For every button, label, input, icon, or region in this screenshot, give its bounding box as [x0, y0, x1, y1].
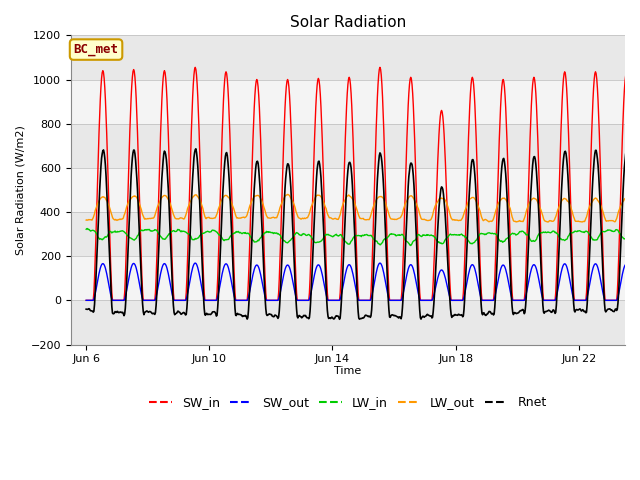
Y-axis label: Solar Radiation (W/m2): Solar Radiation (W/m2) [15, 125, 25, 255]
Rnet [213, 312, 221, 318]
SW_out [284, 263, 292, 268]
Bar [71, 300, 625, 345]
Line: LW_in: LW_in [86, 228, 640, 246]
Line: SW_out: SW_out [86, 263, 640, 300]
SW_in [191, 64, 199, 70]
Line: Rnet: Rnet [86, 149, 640, 319]
Bar [71, 168, 625, 212]
SW_out [102, 268, 110, 274]
Bar [71, 124, 625, 168]
SW_out [636, 298, 640, 303]
SW_in [102, 112, 110, 118]
LW_out [544, 219, 552, 225]
Bar [71, 36, 625, 80]
Rnet [314, 162, 321, 168]
SW_out [83, 298, 90, 303]
LW_out [314, 192, 321, 198]
SW_out [397, 298, 404, 303]
LW_in [83, 227, 90, 232]
LW_out [83, 217, 90, 223]
LW_in [84, 226, 92, 231]
SW_in [213, 290, 221, 296]
SW_in [83, 298, 90, 303]
Text: BC_met: BC_met [74, 43, 118, 56]
Rnet [336, 316, 344, 322]
LW_in [407, 243, 415, 249]
Rnet [192, 146, 200, 152]
SW_in [530, 74, 538, 80]
SW_out [191, 260, 199, 266]
SW_out [213, 296, 221, 302]
Rnet [397, 316, 405, 322]
LW_out [530, 195, 538, 201]
LW_out [397, 215, 404, 220]
Rnet [284, 161, 292, 167]
LW_in [213, 229, 221, 235]
SW_in [397, 298, 404, 303]
X-axis label: Time: Time [334, 366, 362, 376]
LW_in [103, 234, 111, 240]
Rnet [531, 154, 538, 159]
Line: LW_out: LW_out [86, 194, 640, 222]
LW_out [636, 218, 640, 224]
LW_in [314, 239, 321, 245]
SW_in [636, 298, 640, 303]
LW_out [284, 192, 291, 197]
Bar [71, 80, 625, 124]
LW_out [284, 192, 292, 197]
SW_out [530, 262, 538, 267]
Rnet [102, 173, 110, 179]
Legend: SW_in, SW_out, LW_in, LW_out, Rnet: SW_in, SW_out, LW_in, LW_out, Rnet [144, 391, 552, 414]
LW_in [636, 228, 640, 233]
SW_out [314, 262, 321, 268]
Title: Solar Radiation: Solar Radiation [290, 15, 406, 30]
Rnet [83, 306, 90, 312]
SW_in [314, 77, 321, 83]
LW_in [531, 239, 538, 244]
Bar [71, 212, 625, 256]
LW_in [397, 232, 404, 238]
LW_out [212, 212, 220, 218]
Line: SW_in: SW_in [86, 67, 640, 300]
LW_out [102, 197, 110, 203]
Rnet [636, 307, 640, 312]
LW_in [284, 240, 292, 245]
SW_in [284, 78, 292, 84]
Bar [71, 256, 625, 300]
